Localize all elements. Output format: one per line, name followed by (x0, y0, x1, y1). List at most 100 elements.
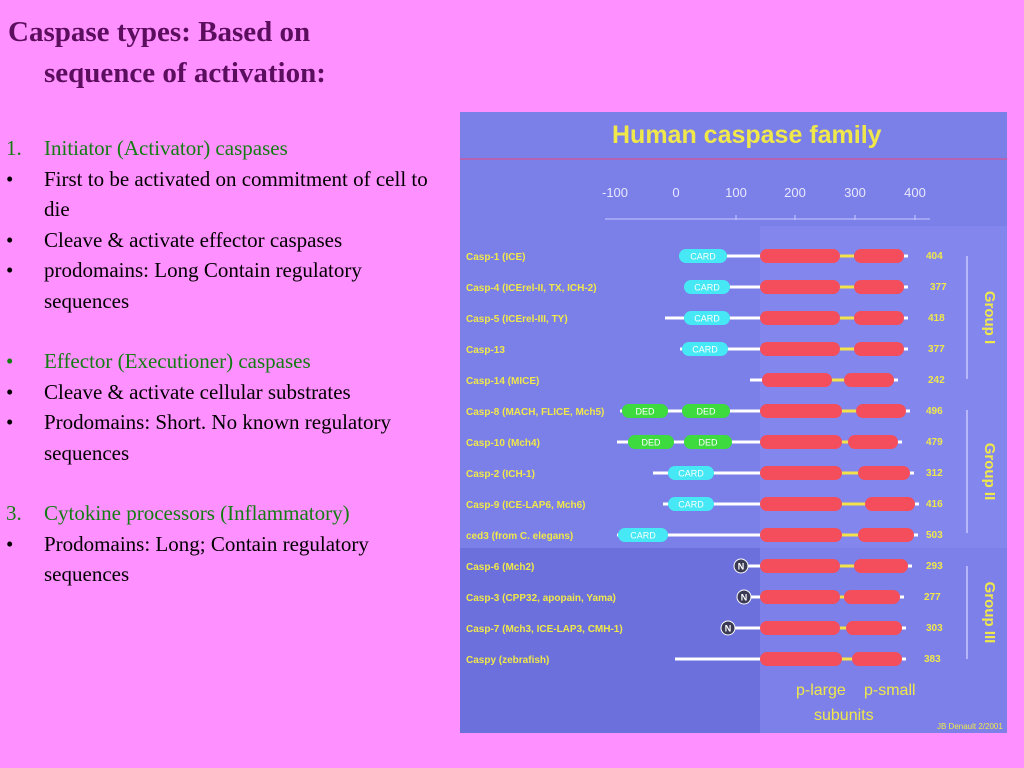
p-small-subunit (854, 249, 904, 263)
caspase-row: Casp-6 (Mch2) N 293 (466, 558, 943, 574)
p-small-subunit (844, 373, 894, 387)
caspase-name: Casp-5 (ICErel-III, TY) (466, 314, 568, 325)
scale-tick-label: 200 (784, 185, 806, 200)
list-marker: • (6, 227, 14, 252)
n-terminal-label: N (738, 562, 745, 572)
ded-domain (628, 435, 674, 449)
group-labels: Group I Group II Group III (966, 256, 998, 659)
p-small-subunit (858, 466, 910, 480)
p-large-subunit (760, 559, 840, 573)
caspase-row: Casp-13 CARD 377 (466, 342, 945, 356)
caspase-row: Casp-2 (ICH-1) CARD 312 (466, 466, 943, 480)
scale-tick-label: -100 (602, 185, 628, 200)
caspase-name: Casp-14 (MICE) (466, 376, 539, 387)
domain-label: CARD (694, 283, 720, 293)
n-terminal-label: N (725, 624, 732, 634)
list-item: • Prodomains: Long; Contain regulatory se… (6, 529, 446, 590)
list-item: 3. Cytokine processors (Inflammatory) (6, 498, 446, 529)
p-large-subunit (760, 280, 840, 294)
caspase-row: Casp-5 (ICErel-III, TY) CARD 418 (466, 311, 945, 325)
list-item-text: Prodomains: Short. No known regulatory s… (44, 410, 392, 465)
caspase-row: Casp-14 (MICE) 242 (466, 373, 945, 387)
list-item-text: Cytokine processors (Inflammatory) (44, 501, 350, 525)
diagram-canvas: Human caspase family -100 0 100 200 300 400 C… (460, 112, 1007, 733)
residue-count: 404 (926, 251, 943, 262)
p-small-subunit (848, 435, 898, 449)
group-label: Group II (981, 443, 998, 501)
residue-count: 377 (928, 344, 945, 355)
p-small-subunit (858, 528, 914, 542)
residue-scale: -100 0 100 200 300 400 (602, 185, 926, 220)
card-domain (668, 497, 714, 511)
residue-count: 418 (928, 313, 945, 324)
residue-count: 242 (928, 375, 945, 386)
domain-label: CARD (630, 531, 656, 541)
p-large-subunit (760, 528, 842, 542)
list-item: • prodomains: Long Contain regulatory seq… (6, 255, 446, 316)
caspase-name: Casp-8 (MACH, FLICE, Mch5) (466, 407, 604, 418)
residue-count: 479 (926, 437, 943, 448)
domain-label: CARD (678, 500, 704, 510)
card-domain (684, 311, 730, 325)
scale-tick-label: 100 (725, 185, 747, 200)
list-item-text: Cleave & activate cellular substrates (44, 379, 351, 404)
subunits-label: subunits (814, 707, 874, 724)
list-item: • Cleave & activate cellular substrates (6, 377, 446, 408)
p-small-subunit (852, 652, 902, 666)
residue-count: 416 (926, 499, 943, 510)
list-marker: 3. (6, 501, 22, 525)
n-terminal-marker (720, 620, 736, 636)
scale-tick-label: 0 (672, 185, 679, 200)
p-large-subunit (760, 311, 840, 325)
domain-label: CARD (678, 469, 704, 479)
caspase-row: Casp-4 (ICErel-II, TX, ICH-2) CARD 377 (466, 280, 947, 294)
p-small-subunit (865, 497, 915, 511)
p-large-subunit (760, 342, 840, 356)
list-marker: • (6, 410, 14, 434)
residue-count: 503 (926, 530, 943, 541)
caspase-row: Casp-3 (CPP32, apopain, Yama) N 277 (466, 589, 941, 605)
n-terminal-marker (736, 589, 752, 605)
caspase-row: Caspy (zebrafish) 383 (466, 652, 941, 666)
caspase-name: Casp-10 (Mch4) (466, 438, 540, 449)
residue-count: 277 (924, 592, 941, 603)
list-item: 1. Initiator (Activator) caspases (6, 133, 446, 164)
p-small-subunit (844, 590, 900, 604)
p-large-subunit (762, 373, 832, 387)
n-terminal-marker (733, 558, 749, 574)
caspase-row: Casp-10 (Mch4) DED DED 479 (466, 435, 943, 449)
slide-title: Caspase types: Based on sequence of acti… (8, 12, 448, 94)
p-large-subunit (760, 497, 842, 511)
list-item-text: prodomains: Long Contain regulatory sequ… (44, 258, 362, 313)
residue-count: 312 (926, 468, 943, 479)
caspase-name: Casp-13 (466, 345, 505, 356)
list-marker: • (6, 258, 14, 282)
list-item: • Effector (Executioner) caspases (6, 346, 446, 377)
ded-domain (684, 435, 732, 449)
p-small-subunit (854, 280, 904, 294)
list-item-text: Initiator (Activator) caspases (44, 136, 288, 160)
slide-title-line-2: sequence of activation: (44, 57, 326, 89)
n-terminal-label: N (741, 593, 748, 603)
caspase-row: ced3 (from C. elegans) CARD 503 (466, 528, 943, 542)
group-label: Group III (981, 582, 998, 644)
residue-count: 293 (926, 561, 943, 572)
caspase-name: Casp-4 (ICErel-II, TX, ICH-2) (466, 283, 597, 294)
p-large-subunit (760, 249, 840, 263)
card-domain (618, 528, 668, 542)
list-item: • First to be activated on commitment of … (6, 164, 446, 225)
caspase-name: Casp-1 (ICE) (466, 252, 525, 263)
p-large-subunit (760, 404, 842, 418)
scale-tick-label: 300 (844, 185, 866, 200)
domain-label: CARD (694, 314, 720, 324)
p-large-subunit (760, 652, 842, 666)
caspase-row: Casp-9 (ICE-LAP6, Mch6) CARD 416 (466, 497, 943, 511)
caspase-family-diagram: Human caspase family -100 0 100 200 300 400 C… (460, 112, 1007, 733)
p-small-label: p-small (864, 682, 916, 699)
p-small-subunit (856, 404, 906, 418)
list-item-text: Effector (Executioner) caspases (44, 349, 311, 373)
caspase-row: Casp-7 (Mch3, ICE-LAP3, CMH-1) N 303 (466, 620, 943, 636)
caspase-name: Casp-3 (CPP32, apopain, Yama) (466, 593, 616, 604)
caspase-row: Casp-8 (MACH, FLICE, Mch5) DED DED 496 (466, 404, 943, 418)
figure-credit: JB Denault 2/2001 (937, 722, 1003, 731)
